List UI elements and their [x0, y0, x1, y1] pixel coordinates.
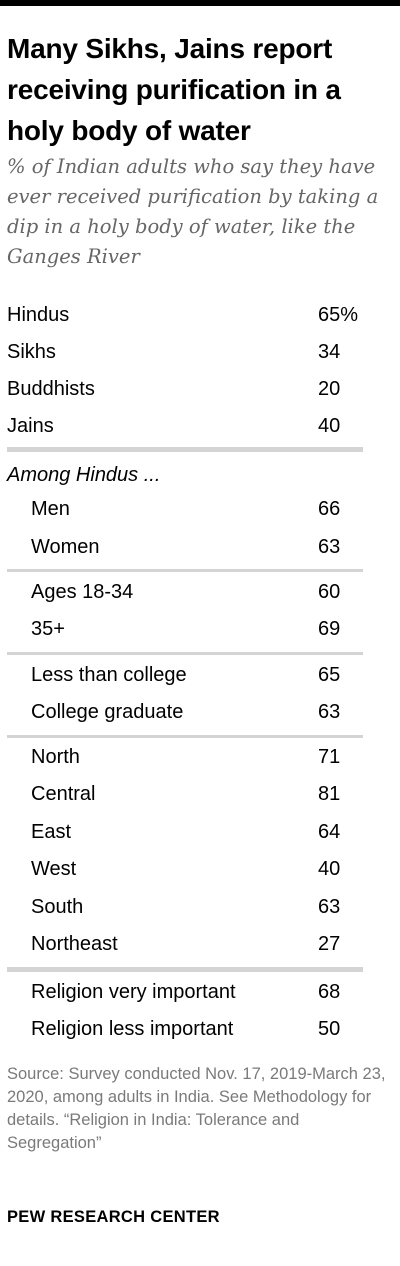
row-label: Religion very important [31, 981, 236, 1003]
row-value: 40 [318, 415, 341, 437]
source-note: Source: Survey conducted Nov. 17, 2019-M… [7, 1065, 386, 1152]
row-label: South [31, 896, 84, 918]
table-row: Ages 18-34 60 [0, 574, 400, 610]
table-row: East 64 [0, 814, 400, 850]
row-value: 34 [318, 341, 341, 363]
row-label: Men [31, 498, 70, 520]
row-label: West [31, 858, 77, 880]
row-value: 50 [318, 1018, 341, 1040]
group-divider [7, 447, 363, 452]
table-row: Men 66 [0, 491, 400, 527]
table-row: Women 63 [0, 529, 400, 565]
row-label: Sikhs [7, 341, 56, 363]
table-row: Religion less important 50 [0, 1011, 400, 1047]
row-value: 63 [318, 536, 341, 558]
row-value: 63 [318, 896, 341, 918]
row-label: Religion less important [31, 1018, 234, 1040]
row-value: 20 [318, 378, 341, 400]
row-label: Less than college [31, 664, 187, 686]
row-label: Jains [7, 415, 54, 437]
table-row: West 40 [0, 851, 400, 887]
row-value: 65 [318, 664, 341, 686]
table-row: Religion very important 68 [0, 974, 400, 1010]
row-value: 71 [318, 746, 341, 768]
row-value: 40 [318, 858, 341, 880]
row-value: 81 [318, 783, 341, 805]
row-label: Women [31, 536, 100, 558]
table-row: Central 81 [0, 776, 400, 812]
table-row: Hindus 65% [0, 297, 400, 333]
row-value: 68 [318, 981, 341, 1003]
table-row: Less than college 65 [0, 657, 400, 693]
row-value: 69 [318, 618, 341, 640]
row-label: East [31, 821, 72, 843]
row-value: 64 [318, 821, 341, 843]
row-value: 63 [318, 701, 341, 723]
table-row: South 63 [0, 889, 400, 925]
group-divider [7, 569, 363, 572]
row-label: College graduate [31, 701, 184, 723]
table-row: Jains 40 [0, 408, 400, 444]
table-row: Northeast 27 [0, 926, 400, 962]
table-row: 35+ 69 [0, 611, 400, 647]
brand-footer: PEW RESEARCH CENTER [7, 1208, 220, 1226]
row-label: Northeast [31, 933, 118, 955]
table-row: North 71 [0, 739, 400, 775]
row-label: North [31, 746, 80, 768]
row-label: Buddhists [7, 378, 95, 400]
table-row: College graduate 63 [0, 694, 400, 730]
row-value: 65% [318, 304, 359, 326]
chart-subtitle: % of Indian adults who say they have eve… [7, 155, 379, 268]
row-label: Ages 18-34 [31, 581, 134, 603]
group-divider [7, 652, 363, 655]
table-row: Sikhs 34 [0, 334, 400, 370]
table-row: Buddhists 20 [0, 371, 400, 407]
group-divider [7, 967, 363, 972]
row-label: 35+ [31, 618, 65, 640]
row-label: Hindus [7, 304, 70, 326]
row-value: 60 [318, 581, 341, 603]
row-label: Central [31, 783, 96, 805]
subgroup-heading: Among Hindus ... [7, 464, 161, 486]
chart-title: Many Sikhs, Jains report receiving purif… [7, 33, 341, 146]
row-value: 27 [318, 933, 341, 955]
group-divider [7, 735, 363, 738]
top-rule [0, 0, 400, 6]
row-value: 66 [318, 498, 341, 520]
